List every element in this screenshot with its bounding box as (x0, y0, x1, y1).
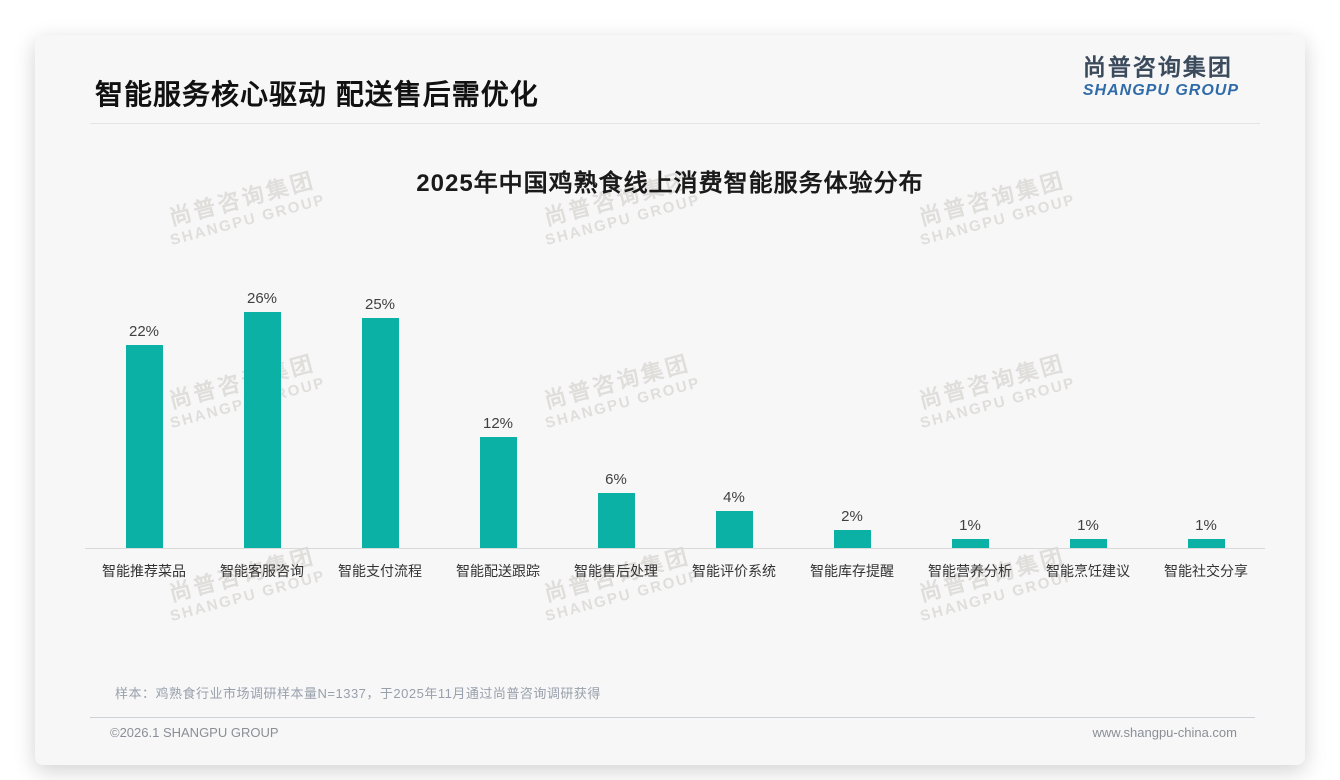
page-title: 智能服务核心驱动 配送售后需优化 (95, 79, 539, 110)
logo-text-cn: 尚普咨询集团 (1082, 54, 1233, 80)
bar (361, 317, 399, 548)
bar-value-label: 1% (1195, 516, 1217, 534)
bar-category-label: 智能支付流程 (338, 563, 422, 579)
bar (597, 492, 635, 548)
bar-category-label: 智能评价系统 (692, 563, 776, 579)
header-divider (90, 123, 1260, 124)
bar-category-label: 智能营养分析 (928, 563, 1012, 579)
bar (1069, 538, 1107, 548)
bar-category-label: 智能库存提醒 (810, 563, 894, 579)
plot-columns: 22% 26% 25% 12% 6% 4% 2% 1% 1% 1% (85, 290, 1265, 549)
bar-column: 12% (439, 290, 557, 548)
website-text: www.shangpu-china.com (1092, 725, 1237, 740)
bar-column: 2% (793, 290, 911, 548)
bar-category-label: 智能烹饪建议 (1046, 563, 1130, 579)
bar-value-label: 6% (605, 470, 627, 488)
bar-chart: 22% 26% 25% 12% 6% 4% 2% 1% 1% 1% 智能推荐菜品 智能客服咨询 智能支… (85, 290, 1265, 581)
bar (951, 538, 989, 548)
company-logo: 尚普咨询集团 SHANGPU GROUP (1083, 53, 1239, 101)
category-axis: 智能推荐菜品 智能客服咨询 智能支付流程 智能配送跟踪 智能售后处理 智能评价系统 智能库存… (85, 561, 1265, 581)
bar-column: 1% (1147, 290, 1265, 548)
bar (715, 511, 753, 548)
bar-category-label: 智能推荐菜品 (102, 563, 186, 579)
footer-divider (90, 717, 1255, 718)
bar (479, 437, 517, 548)
sample-note: 样本：鸡熟食行业市场调研样本量N=1337，于2025年11月通过尚普咨询调研获… (115, 686, 601, 701)
bar-category-label: 智能社交分享 (1164, 563, 1248, 579)
bar-category-label: 智能售后处理 (574, 563, 658, 579)
bar-column: 1% (1029, 290, 1147, 548)
bar-value-label: 4% (723, 489, 745, 507)
logo-text-en: SHANGPU GROUP (1082, 82, 1239, 99)
footer: ©2026.1 SHANGPU GROUP www.shangpu-china.… (110, 725, 1237, 740)
bar-column: 26% (203, 290, 321, 548)
bar-column: 22% (85, 290, 203, 548)
slide-card: 尚普咨询集团 SHANGPU GROUP 尚普咨询集团 SHANGPU GROUP 尚普… (35, 35, 1305, 765)
bar-value-label: 1% (1077, 516, 1099, 534)
copyright-text: ©2026.1 SHANGPU GROUP (110, 725, 279, 740)
bar-column: 6% (557, 290, 675, 548)
chart-title: 2025年中国鸡熟食线上消费智能服务体验分布 (416, 170, 924, 197)
bar (243, 312, 281, 548)
bar-value-label: 12% (482, 415, 514, 433)
bar-column: 1% (911, 290, 1029, 548)
bar (125, 345, 163, 548)
bar-column: 4% (675, 290, 793, 548)
bar-value-label: 1% (959, 516, 981, 534)
bar-value-label: 2% (841, 507, 863, 525)
bar-column: 25% (321, 290, 439, 548)
bar-category-label: 智能配送跟踪 (456, 563, 540, 579)
bar (1187, 538, 1225, 548)
bar-value-label: 22% (128, 323, 160, 341)
bar-value-label: 25% (364, 295, 396, 313)
bar-value-label: 26% (246, 290, 278, 307)
bar (833, 529, 871, 548)
bar-category-label: 智能客服咨询 (220, 563, 304, 579)
